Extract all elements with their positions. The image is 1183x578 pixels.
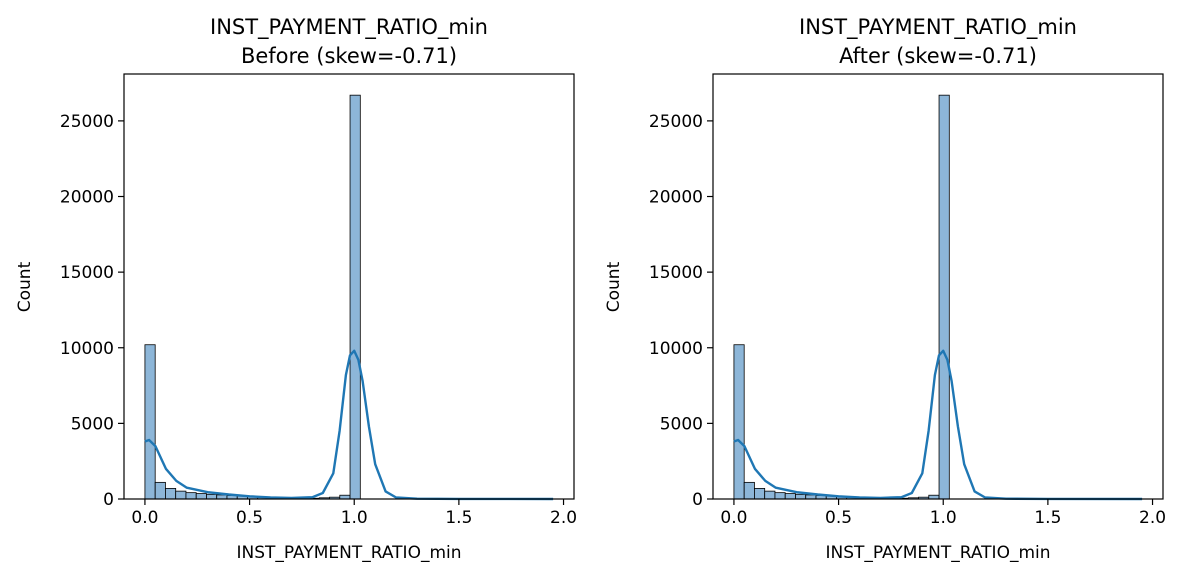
x-tick-label: 0.5 [236, 508, 263, 528]
chart-title-line2: Before (skew=-0.71) [241, 44, 457, 68]
plot-area: 0.0 0.5 1.0 1.5 2.0 0 5000 10000 15000 20000 25000 [649, 73, 1166, 528]
histogram-bar [754, 488, 766, 500]
chart-title-line2: After (skew=-0.71) [839, 44, 1037, 68]
x-tick-label: 2.0 [1139, 508, 1166, 528]
histogram-bar [175, 490, 187, 500]
histogram-bar [764, 490, 776, 500]
axes-frame [712, 73, 1164, 500]
histogram-bar [185, 492, 197, 500]
histogram-bar [349, 94, 361, 500]
histogram-bar [805, 494, 817, 500]
histogram-bar [743, 481, 755, 500]
plot-area: 0.0 0.5 1.0 1.5 2.0 0 5000 10000 15000 20000 25000 [60, 73, 577, 528]
kde-line [144, 349, 554, 501]
histogram-bar [774, 492, 786, 500]
axes-frame [123, 73, 575, 500]
x-tick-label: 1.0 [930, 508, 957, 528]
x-tick-label: 2.0 [550, 508, 577, 528]
chart-title-line1: INST_PAYMENT_RATIO_min [210, 15, 488, 40]
y-tick-label: 10000 [649, 339, 703, 359]
y-tick-label: 10000 [60, 339, 114, 359]
y-tick-label: 0 [692, 490, 703, 510]
chart-panel-after: INST_PAYMENT_RATIO_min After (skew=-0.71… [604, 15, 1166, 563]
histogram-bar [733, 344, 745, 500]
x-tick-label: 1.5 [445, 508, 472, 528]
histogram-bar [795, 493, 807, 500]
kde-line [733, 349, 1143, 501]
x-tick-label: 0.0 [131, 508, 158, 528]
y-axis-label: Count [15, 261, 35, 312]
histogram-bar [154, 481, 166, 500]
y-tick-label: 5000 [71, 414, 114, 434]
histogram-bar [784, 493, 796, 500]
y-axis-label: Count [604, 261, 624, 312]
y-tick-label: 5000 [660, 414, 703, 434]
histogram-bar [206, 493, 218, 500]
y-tick-label: 0 [103, 490, 114, 510]
histogram-bar [195, 493, 207, 500]
y-tick-label: 15000 [649, 263, 703, 283]
histogram-bar [938, 94, 950, 500]
x-tick-label: 1.5 [1034, 508, 1061, 528]
chart-title-line1: INST_PAYMENT_RATIO_min [799, 15, 1077, 40]
chart-panel-before: INST_PAYMENT_RATIO_min Before (skew=-0.7… [15, 15, 577, 563]
histogram-bar [144, 344, 156, 500]
x-axis-label: INST_PAYMENT_RATIO_min [236, 543, 461, 563]
histogram-bar [165, 488, 177, 500]
x-axis-label: INST_PAYMENT_RATIO_min [825, 543, 1050, 563]
y-tick-label: 20000 [60, 188, 114, 208]
y-tick-label: 20000 [649, 188, 703, 208]
y-tick-label: 25000 [649, 112, 703, 132]
y-tick-label: 25000 [60, 112, 114, 132]
histogram-bar [216, 494, 228, 500]
x-tick-label: 1.0 [341, 508, 368, 528]
x-tick-label: 0.0 [720, 508, 747, 528]
x-tick-label: 0.5 [825, 508, 852, 528]
y-tick-label: 15000 [60, 263, 114, 283]
